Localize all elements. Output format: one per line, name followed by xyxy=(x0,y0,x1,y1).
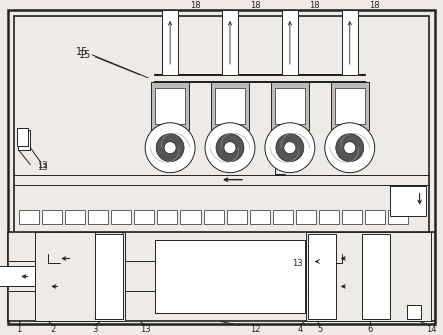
Bar xyxy=(17,128,28,146)
Bar xyxy=(407,306,420,319)
Circle shape xyxy=(156,134,184,162)
Text: 12: 12 xyxy=(250,325,260,334)
Text: 13: 13 xyxy=(37,161,48,170)
Bar xyxy=(272,210,292,223)
Bar xyxy=(249,210,269,223)
Bar xyxy=(8,231,435,321)
Text: 3: 3 xyxy=(93,325,98,334)
Text: 1: 1 xyxy=(16,325,21,334)
Bar xyxy=(180,210,201,223)
Bar xyxy=(211,82,249,130)
Text: 15: 15 xyxy=(79,50,91,60)
Circle shape xyxy=(164,142,176,154)
Bar xyxy=(271,82,309,130)
Bar xyxy=(66,210,85,223)
Bar xyxy=(35,231,125,321)
Bar xyxy=(226,210,247,223)
Bar xyxy=(203,210,224,223)
Bar xyxy=(89,210,109,223)
Text: 18: 18 xyxy=(249,1,260,10)
Text: 18: 18 xyxy=(310,1,320,10)
Bar xyxy=(335,88,365,124)
Bar xyxy=(155,88,185,124)
Bar xyxy=(155,240,305,313)
Bar xyxy=(365,210,385,223)
Text: 18: 18 xyxy=(369,1,380,10)
Bar xyxy=(363,234,389,318)
Bar xyxy=(0,266,35,286)
Circle shape xyxy=(216,134,244,162)
Bar xyxy=(342,210,361,223)
Bar xyxy=(390,186,426,216)
Circle shape xyxy=(145,123,195,173)
Bar xyxy=(95,233,123,319)
Text: 6: 6 xyxy=(367,325,373,334)
Circle shape xyxy=(276,134,304,162)
Bar xyxy=(96,234,122,318)
Bar xyxy=(222,10,238,75)
Bar xyxy=(135,210,155,223)
Circle shape xyxy=(284,142,296,154)
Text: 18: 18 xyxy=(190,1,200,10)
Bar xyxy=(43,210,62,223)
Circle shape xyxy=(205,123,255,173)
Text: 5: 5 xyxy=(317,325,323,334)
Circle shape xyxy=(344,142,356,154)
Circle shape xyxy=(265,123,315,173)
Bar xyxy=(306,231,431,321)
Bar xyxy=(19,210,39,223)
Bar xyxy=(309,234,335,318)
Bar xyxy=(342,10,358,75)
Bar xyxy=(275,88,305,124)
Circle shape xyxy=(325,123,375,173)
Bar xyxy=(362,233,390,319)
Bar xyxy=(331,82,369,130)
Text: 4: 4 xyxy=(297,325,303,334)
Text: 2: 2 xyxy=(51,325,56,334)
Text: 13: 13 xyxy=(37,163,48,172)
Bar xyxy=(308,233,336,319)
Bar xyxy=(295,210,315,223)
Bar xyxy=(112,210,132,223)
Bar xyxy=(151,82,189,130)
Circle shape xyxy=(336,134,364,162)
Circle shape xyxy=(224,142,236,154)
Bar xyxy=(388,210,408,223)
Bar xyxy=(157,210,178,223)
Text: 13: 13 xyxy=(292,259,303,268)
Bar xyxy=(215,88,245,124)
Bar xyxy=(162,10,178,75)
Bar xyxy=(19,130,31,150)
Text: 15: 15 xyxy=(76,47,89,57)
Bar xyxy=(15,16,428,236)
Bar xyxy=(282,10,298,75)
Bar xyxy=(319,210,338,223)
Text: 14: 14 xyxy=(426,325,437,334)
Text: 13: 13 xyxy=(140,325,151,334)
